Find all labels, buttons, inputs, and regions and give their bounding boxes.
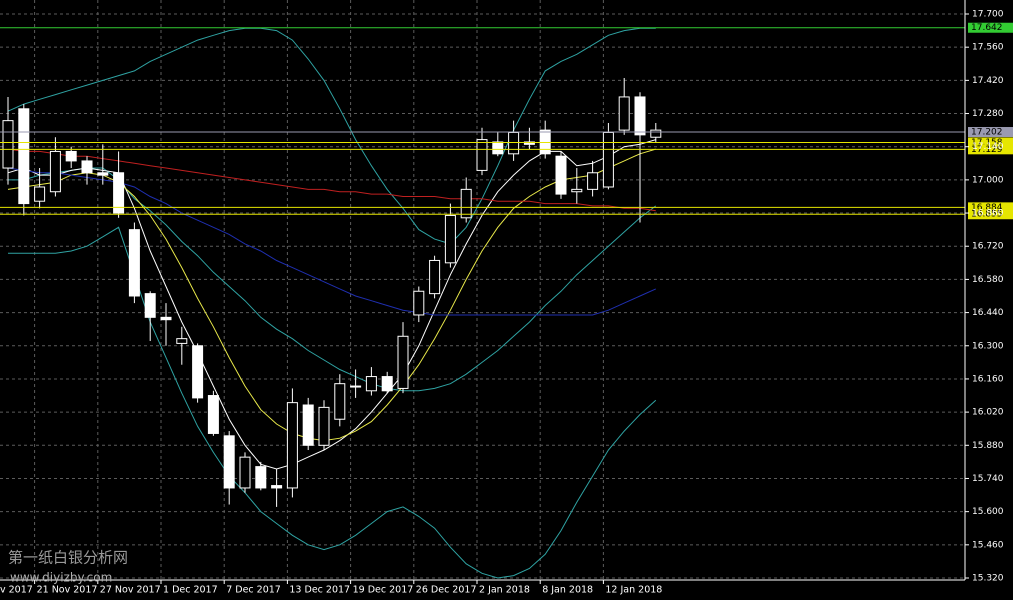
level-label: 16.884 xyxy=(971,203,1003,213)
candle-body xyxy=(508,131,520,155)
y-tick-label: 17.420 xyxy=(972,76,1004,86)
candle-body xyxy=(18,108,30,205)
indicator-line xyxy=(8,226,657,579)
candle-body xyxy=(571,188,583,193)
indicator-line xyxy=(7,27,656,245)
candle-body xyxy=(634,96,646,136)
x-tick-label: 8 Jan 2018 xyxy=(542,585,593,596)
x-tick-label: 19 Dec 2017 xyxy=(353,585,414,596)
candle-body xyxy=(492,141,504,155)
level-label-bg xyxy=(968,209,1013,220)
y-tick-label: 17.140 xyxy=(972,142,1004,152)
candle-body xyxy=(286,402,298,489)
indicator-line xyxy=(7,148,656,212)
y-tick-label: 16.860 xyxy=(972,209,1004,219)
grid xyxy=(0,0,965,580)
candles xyxy=(2,77,662,507)
candle-body xyxy=(97,172,109,176)
candle-body xyxy=(113,172,125,214)
y-tick-label: 15.740 xyxy=(972,474,1004,484)
x-tick-label: 26 Dec 2017 xyxy=(416,585,477,596)
candle-body xyxy=(176,338,188,344)
candle-body xyxy=(618,96,630,131)
candle-body xyxy=(192,345,204,399)
x-tick-label: 21 Nov 2017 xyxy=(37,585,98,596)
x-tick-label: v 2017 xyxy=(0,585,33,596)
candle-body xyxy=(81,160,93,174)
candle-body xyxy=(429,259,441,295)
candle-body xyxy=(34,186,46,202)
candle-body xyxy=(650,129,662,138)
candle-body xyxy=(144,293,156,318)
candle-body xyxy=(334,383,346,420)
candle-body xyxy=(255,466,267,489)
x-tick-label: 7 Dec 2017 xyxy=(226,585,281,596)
y-tick-label: 15.320 xyxy=(972,574,1004,584)
y-tick-label: 17.700 xyxy=(972,10,1004,20)
level-label: 17.642 xyxy=(971,23,1003,33)
candle-body xyxy=(207,395,219,434)
candle-body xyxy=(587,172,599,190)
candle-body xyxy=(350,385,362,388)
candle-body xyxy=(302,404,314,446)
candle-body xyxy=(2,120,14,169)
candle-body xyxy=(128,229,140,297)
level-label-bg xyxy=(968,202,1013,213)
candle-body xyxy=(160,316,172,321)
x-tick-label: 1 Dec 2017 xyxy=(163,585,218,596)
level-label: 16.855 xyxy=(971,210,1003,220)
candle-body xyxy=(381,376,393,392)
y-tick-label: 17.280 xyxy=(972,109,1004,119)
candle-body xyxy=(444,214,456,264)
y-tick-label: 15.600 xyxy=(972,507,1004,517)
y-tick-label: 16.580 xyxy=(972,275,1004,285)
candle-body xyxy=(223,435,235,489)
level-label-bg xyxy=(968,137,1013,148)
x-tick-label: 2 Jan 2018 xyxy=(479,585,530,596)
candle-body xyxy=(365,376,377,392)
y-tick-label: 16.160 xyxy=(972,374,1004,384)
x-tick-label: 27 Nov 2017 xyxy=(100,585,161,596)
candle-body xyxy=(476,139,488,171)
level-label: 17.202 xyxy=(971,128,1003,138)
level-label: 17.129 xyxy=(971,145,1003,155)
watermark-url: www.diyizby.com xyxy=(10,571,112,585)
x-tick-label: 13 Dec 2017 xyxy=(289,585,350,596)
y-tick-label: 15.880 xyxy=(972,441,1004,451)
candle-body xyxy=(49,150,61,193)
candle-body xyxy=(318,406,330,446)
x-tick-label: 12 Jan 2018 xyxy=(605,585,662,596)
candle-body xyxy=(271,485,283,489)
y-tick-label: 16.720 xyxy=(972,242,1004,252)
candle-body xyxy=(397,335,409,389)
y-tick-label: 17.000 xyxy=(972,175,1004,185)
candle-body xyxy=(65,150,77,162)
y-tick-label: 16.300 xyxy=(972,341,1004,351)
y-tick-label: 16.440 xyxy=(972,308,1004,318)
level-label: 17.158 xyxy=(971,138,1003,148)
watermark-title: 第一纸白银分析网 xyxy=(8,549,128,567)
level-label-bg xyxy=(968,144,1013,155)
y-tick-label: 16.020 xyxy=(972,408,1004,418)
candle-body xyxy=(460,188,472,219)
candle-body xyxy=(555,155,567,195)
candle-body xyxy=(602,131,614,188)
level-label-bg xyxy=(968,127,1013,138)
y-tick-label: 17.560 xyxy=(972,43,1004,53)
level-label-bg xyxy=(968,22,1013,33)
axis: 15.320 15.460 15.600 15.740 15.880 16.020 16.1… xyxy=(0,10,1004,596)
candle-body xyxy=(239,456,251,489)
y-tick-label: 15.460 xyxy=(972,540,1004,550)
candle-body xyxy=(413,290,425,316)
